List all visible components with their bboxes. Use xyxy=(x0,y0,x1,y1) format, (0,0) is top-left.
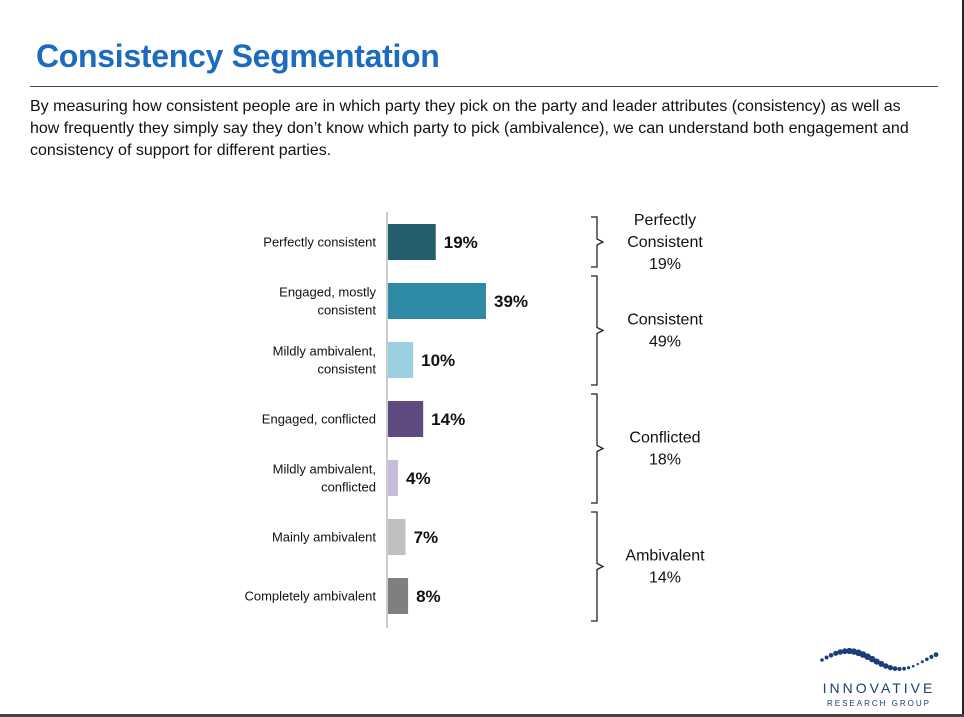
intro-paragraph: By measuring how consistent people are i… xyxy=(30,98,909,159)
value-label-1: 39% xyxy=(494,292,528,311)
logo-dot xyxy=(873,658,880,665)
group-label-3-line-0: Ambivalent xyxy=(625,548,705,565)
logo-dot xyxy=(902,666,906,671)
category-label-4-line-1: conflicted xyxy=(321,480,376,495)
category-label-3: Engaged, conflicted xyxy=(262,412,376,427)
value-label-5: 7% xyxy=(414,528,439,547)
group-label-0-line-2: 19% xyxy=(649,256,681,273)
group-bracket-0 xyxy=(591,216,605,268)
logo-dot xyxy=(878,660,885,667)
category-label-2-line-0: Mildly ambivalent, xyxy=(273,344,376,359)
group-label-3-line-1: 14% xyxy=(649,570,681,587)
category-label-1-line-1: consistent xyxy=(317,303,376,318)
value-label-3: 14% xyxy=(431,410,465,429)
logo-dot xyxy=(907,666,911,670)
category-label-1-line-0: Engaged, mostly xyxy=(279,285,376,300)
slide-border-bottom xyxy=(0,714,964,717)
group-bracket-2 xyxy=(591,393,605,504)
logo-dot xyxy=(833,650,839,656)
slide-border-right xyxy=(962,0,964,717)
category-label-0: Perfectly consistent xyxy=(263,235,376,250)
value-label-0: 19% xyxy=(444,233,478,252)
category-label-4-line-0: Mildly ambivalent, xyxy=(273,462,376,477)
bar-3 xyxy=(388,401,424,437)
logo-dot xyxy=(820,658,824,662)
logo-tagline: RESEARCH GROUP xyxy=(826,699,931,708)
category-label-2-line-1: consistent xyxy=(317,362,376,377)
logo-dot xyxy=(828,653,834,658)
group-label-1-line-0: Consistent xyxy=(627,312,703,329)
logo-wordmark: INNOVATIVE xyxy=(822,680,936,696)
group-label-0-line-1: Consistent xyxy=(627,234,703,251)
bar-6 xyxy=(388,578,409,614)
logo-dot xyxy=(841,648,848,655)
category-label-6: Completely ambivalent xyxy=(244,589,376,604)
bar-4 xyxy=(388,460,399,496)
group-label-2-line-1: 18% xyxy=(649,452,681,469)
bar-2 xyxy=(388,342,414,378)
logo-dot xyxy=(883,663,889,669)
group-bracket-1 xyxy=(591,275,605,386)
category-label-5: Mainly ambivalent xyxy=(272,530,376,545)
value-label-2: 10% xyxy=(421,351,455,370)
bar-0 xyxy=(388,224,436,260)
logo-dot xyxy=(824,655,829,660)
group-label-2-line-0: Conflicted xyxy=(629,430,700,447)
logo-dot xyxy=(916,662,919,666)
group-label-1-line-1: 49% xyxy=(649,334,681,351)
title-divider xyxy=(30,86,938,87)
logo-dot xyxy=(911,664,915,668)
value-label-6: 8% xyxy=(416,587,441,606)
logo-dot xyxy=(925,657,929,662)
logo-dot xyxy=(920,660,924,664)
logo-dot xyxy=(897,666,902,672)
value-label-4: 4% xyxy=(406,469,431,488)
logo-dot xyxy=(837,649,843,655)
logo-dots-icon xyxy=(820,647,939,672)
bar-5 xyxy=(388,519,406,555)
innovative-research-logo: INNOVATIVE RESEARCH GROUP xyxy=(818,642,940,712)
logo-dot xyxy=(933,652,939,658)
page-title: Consistency Segmentation xyxy=(36,38,440,74)
bar-1 xyxy=(388,283,486,319)
group-label-0-line-0: Perfectly xyxy=(634,212,696,229)
logo-dot xyxy=(887,665,893,671)
logo-dot xyxy=(929,654,934,659)
logo-dot xyxy=(892,666,898,671)
group-bracket-3 xyxy=(591,511,605,622)
